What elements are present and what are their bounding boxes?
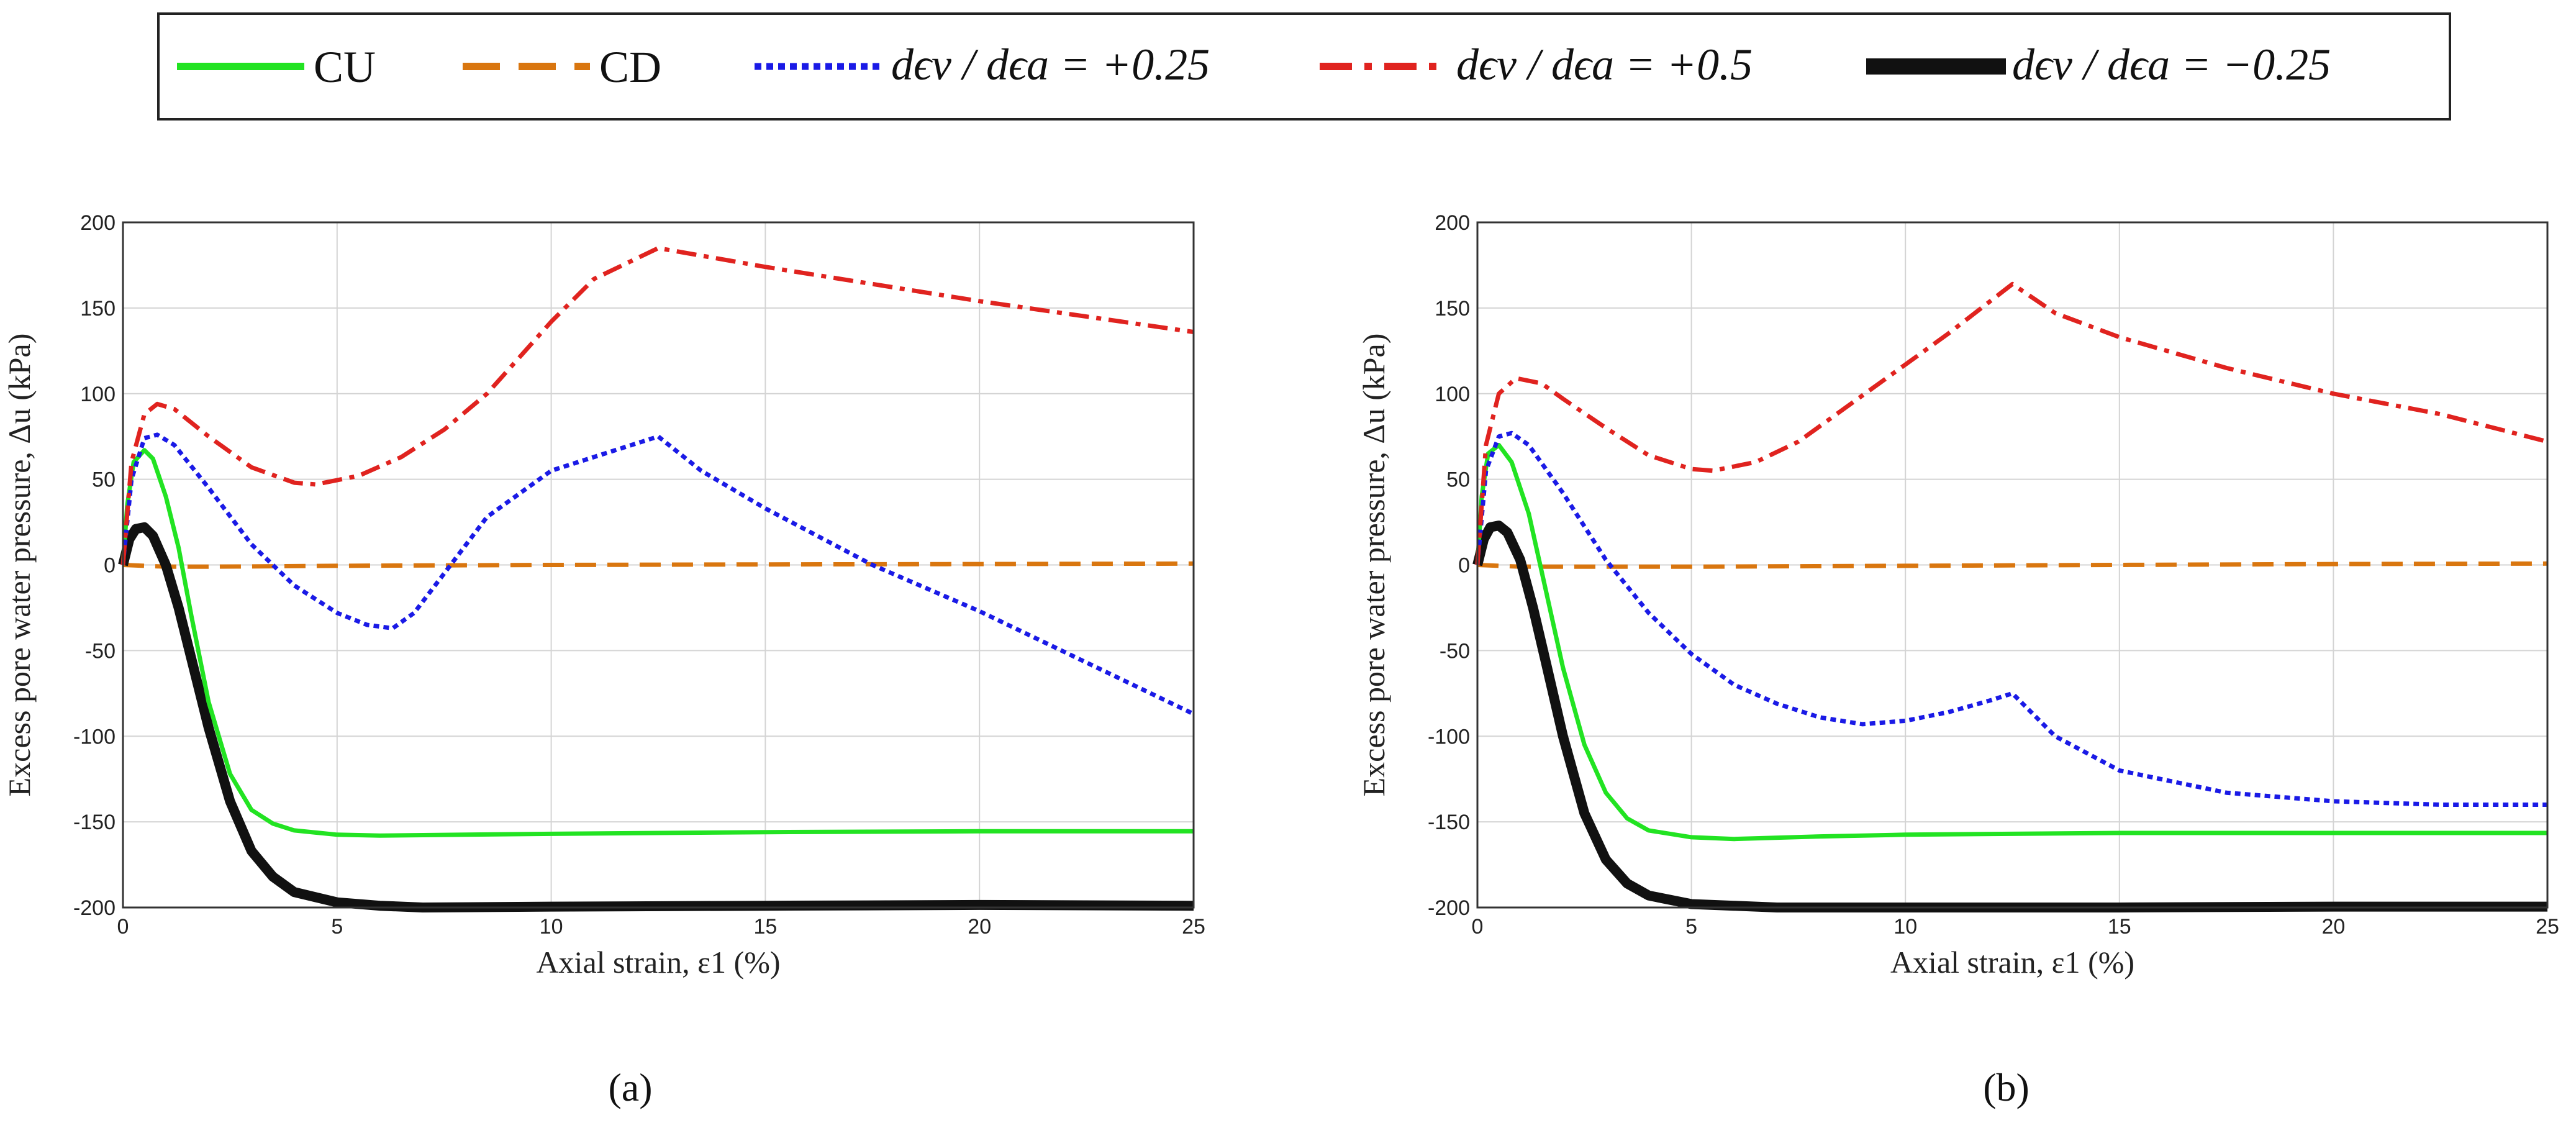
- panel-b-x-ticks: 0 5 10 15 20 25: [1472, 915, 2559, 939]
- panel-a-y-tick-label: 100: [80, 383, 116, 406]
- legend-item-plus05: dϵv / dϵa = +0.5: [1320, 40, 1753, 89]
- panel-a-series: [118, 245, 1195, 912]
- panel-a-y-tick-label: -200: [73, 896, 116, 920]
- panel-a-x-ticks: 0 5 10 15 20 25: [117, 915, 1205, 939]
- panel-a-label: (a): [608, 1065, 652, 1109]
- panel-a-x-axis-label: Axial strain, ε1 (%): [536, 945, 780, 980]
- legend-label-minus025: dϵv / dϵa = −0.25: [2012, 40, 2331, 89]
- legend: CU CD dϵv / dϵa = +0.25 dϵv / dϵa = +0.5…: [157, 12, 2451, 121]
- panel-a-y-tick-label: 50: [92, 468, 116, 492]
- panel-b-y-ticks: 200 150 100 50 0 -50 -100 -150 -200: [1428, 211, 1470, 920]
- panel-b-series-minus025: [1472, 521, 2547, 912]
- legend-item-plus025: dϵv / dϵa = +0.25: [755, 40, 1210, 89]
- chart-panel-a: 0 5 10 15 20 25 200 150 100 50 0 -50 -100 -150 -200 A…: [2, 211, 1205, 1109]
- panel-b-y-tick-label: 200: [1435, 211, 1470, 235]
- legend-label-plus025: dϵv / dϵa = +0.25: [891, 40, 1210, 89]
- panel-b-series: [1472, 281, 2548, 912]
- panel-a-y-tick-label: 150: [80, 297, 116, 321]
- panel-a-series-plus025: [120, 432, 1195, 716]
- panel-b-y-tick-label: 100: [1435, 383, 1470, 406]
- panel-a-y-axis-label: Excess pore water pressure, Δu (kPa): [2, 334, 37, 797]
- panel-b-y-axis-label: Excess pore water pressure, Δu (kPa): [1356, 334, 1391, 797]
- panel-b-x-axis-label: Axial strain, ε1 (%): [1890, 945, 2134, 980]
- panel-a-series-CD: [122, 561, 1194, 569]
- panel-a-y-tick-label: -50: [85, 639, 116, 663]
- panel-a-x-tick-label: 20: [968, 915, 991, 939]
- panel-a-x-tick-label: 25: [1182, 915, 1205, 939]
- panel-a-y-tick-label: -100: [73, 725, 116, 748]
- legend-label-cd: CD: [599, 42, 661, 92]
- panel-b-x-tick-label: 10: [1893, 915, 1917, 939]
- panel-b-x-tick-label: 0: [1472, 915, 1484, 939]
- panel-b-series-CU: [1475, 443, 2547, 842]
- panel-a-x-tick-label: 0: [117, 915, 129, 939]
- panel-a-x-tick-label: 10: [540, 915, 563, 939]
- panel-b-frame: [1476, 221, 2549, 909]
- panel-b-series-plus025: [1475, 430, 2547, 807]
- panel-b-y-tick-label: 150: [1435, 297, 1470, 321]
- panel-b-x-tick-label: 5: [1685, 915, 1697, 939]
- panel-b-label: (b): [1983, 1065, 2030, 1109]
- legend-item-cu: CU: [177, 42, 376, 92]
- panel-b-y-tick-label: -150: [1428, 811, 1470, 834]
- panel-a-y-tick-label: -150: [73, 811, 116, 834]
- panel-b-series-CD: [1477, 561, 2548, 569]
- legend-item-cd: CD: [463, 42, 661, 92]
- legend-label-plus05: dϵv / dϵa = +0.5: [1456, 40, 1753, 89]
- panel-a-y-tick-label: 0: [104, 554, 116, 578]
- panel-a-y-tick-label: 200: [80, 211, 116, 235]
- panel-b-y-tick-label: -50: [1440, 639, 1470, 663]
- panel-b-y-tick-label: 0: [1458, 554, 1470, 578]
- panel-a-series-plus05: [120, 245, 1194, 565]
- panel-b-y-tick-label: -100: [1428, 725, 1470, 748]
- panel-b-series-plus05: [1475, 281, 2548, 565]
- panel-a-x-tick-label: 5: [331, 915, 343, 939]
- panel-a-x-tick-label: 15: [753, 915, 777, 939]
- panel-a-frame: [122, 221, 1195, 909]
- panel-b-x-tick-label: 20: [2321, 915, 2345, 939]
- panel-b-y-tick-label: -200: [1428, 896, 1470, 920]
- panel-a-y-ticks: 200 150 100 50 0 -50 -100 -150 -200: [73, 211, 116, 920]
- panel-b-y-tick-label: 50: [1446, 468, 1470, 492]
- panel-b-x-tick-label: 25: [2536, 915, 2559, 939]
- legend-item-minus025: dϵv / dϵa = −0.25: [1866, 40, 2331, 89]
- legend-label-cu: CU: [314, 42, 376, 92]
- panel-a-series-CU: [120, 448, 1194, 838]
- chart-panel-b: 0 5 10 15 20 25 200 150 100 50 0 -50 -100 -150 -200 A…: [1356, 211, 2559, 1109]
- panel-a-series-minus025: [118, 522, 1194, 912]
- panel-b-x-tick-label: 15: [2108, 915, 2131, 939]
